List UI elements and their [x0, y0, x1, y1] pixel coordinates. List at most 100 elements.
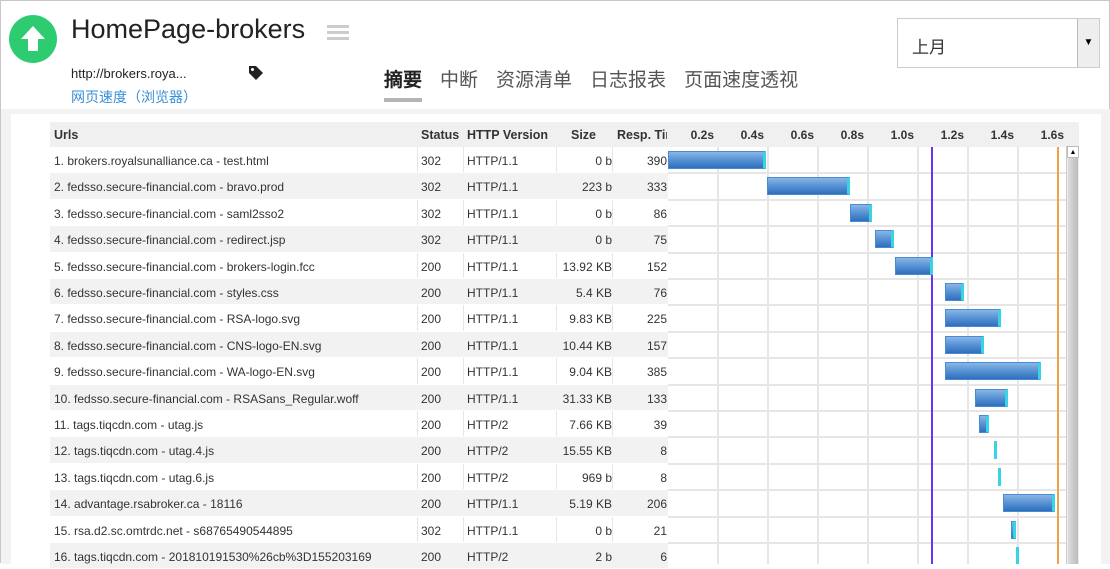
tab-log-report[interactable]: 日志报表 [590, 70, 667, 91]
time-gridline [867, 147, 869, 564]
table-row[interactable]: 3. fedsso.secure-financial.com - saml2ss… [50, 200, 668, 227]
timing-bar[interactable] [945, 283, 964, 301]
table-row[interactable]: 6. fedsso.secure-financial.com - styles.… [50, 279, 668, 306]
url-cell: 10. fedsso.secure-financial.com - RSASan… [54, 391, 359, 406]
waterfall-chart: 0.2s 0.4s 0.6s 0.8s 1.0s 1.2s 1.4s 1.6s [668, 122, 1066, 564]
http-version-cell: HTTP/1.1 [467, 523, 519, 538]
scrollbar[interactable]: ▲ [1066, 146, 1079, 564]
dom-loaded-marker [931, 147, 933, 564]
table-row[interactable]: 14. advantage.rsabroker.ca - 18116 200 HTT… [50, 490, 668, 517]
timing-bar[interactable] [975, 388, 1009, 407]
http-version-cell: HTTP/1.1 [467, 180, 519, 195]
timing-bar[interactable] [668, 151, 766, 169]
size-cell: 0 b [595, 233, 612, 248]
period-select[interactable]: 上月 ▼ [897, 18, 1100, 68]
time-tick-label: 0.2s [690, 128, 714, 142]
col-http[interactable]: HTTP Version [467, 128, 549, 142]
url-cell: 6. fedsso.secure-financial.com - styles.… [54, 286, 279, 300]
time-tick-label: 1.4s [990, 128, 1014, 142]
col-status[interactable]: Status [421, 128, 460, 142]
scroll-thumb[interactable] [1068, 158, 1078, 564]
tab-outages[interactable]: 中断 [440, 70, 479, 91]
tag-icon[interactable] [248, 65, 264, 86]
time-tick-label: 1.6s [1040, 128, 1064, 142]
table-row[interactable]: 5. fedsso.secure-financial.com - brokers… [50, 253, 668, 279]
status-cell: 200 [421, 365, 442, 380]
table-row[interactable]: 8. fedsso.secure-financial.com - CNS-log… [50, 331, 668, 359]
status-cell: 200 [421, 418, 442, 432]
table-row[interactable]: 2. fedsso.secure-financial.com - bravo.p… [50, 173, 668, 200]
http-version-cell: HTTP/2 [467, 444, 509, 459]
col-urls[interactable]: Urls [54, 128, 79, 142]
chevron-down-icon[interactable]: ▼ [1077, 19, 1099, 67]
time-gridline [917, 147, 919, 564]
size-cell: 5.4 KB [575, 286, 612, 300]
tab-page-speed[interactable]: 页面速度透视 [684, 70, 799, 91]
timing-bar[interactable] [945, 362, 1042, 381]
timing-bar[interactable] [850, 203, 872, 222]
resp-time-cell: 86 [653, 206, 667, 221]
table-row[interactable]: 7. fedsso.secure-financial.com - RSA-log… [50, 305, 668, 332]
time-gridline [967, 147, 969, 564]
status-cell: 200 [421, 338, 442, 353]
timing-bar[interactable] [767, 177, 851, 196]
menu-icon[interactable] [327, 25, 349, 43]
status-up-icon [9, 15, 57, 63]
size-cell: 0 b [595, 206, 612, 221]
page-title: HomePage-brokers [71, 14, 306, 44]
table-row[interactable]: 1. brokers.royalsunalliance.ca - test.ht… [50, 147, 668, 174]
monitor-type-link[interactable]: 网页速度（浏览器） [71, 89, 197, 105]
tab-summary[interactable]: 摘要 [384, 65, 423, 102]
table-row[interactable]: 16. tags.tiqcdn.com - 201810191530%26cb%… [50, 543, 668, 569]
size-cell: 223 b [581, 180, 612, 195]
timing-bar[interactable] [1011, 520, 1017, 539]
timing-bar[interactable] [998, 467, 1001, 486]
http-version-cell: HTTP/1.1 [467, 312, 519, 327]
size-cell: 31.33 KB [562, 391, 612, 406]
timing-bar[interactable] [994, 441, 997, 460]
timing-bar[interactable] [945, 335, 985, 354]
size-cell: 13.92 KB [562, 259, 612, 274]
time-gridline [717, 147, 719, 564]
table-row[interactable]: 4. fedsso.secure-financial.com - redirec… [50, 226, 668, 253]
url-cell: 7. fedsso.secure-financial.com - RSA-log… [54, 312, 301, 327]
tab-inventory[interactable]: 资源清单 [496, 70, 573, 91]
table-row[interactable]: 13. tags.tiqcdn.com - utag.6.js 200 HTTP/2… [50, 464, 668, 491]
timing-bar[interactable] [979, 415, 989, 433]
resp-time-cell: 152 [646, 259, 667, 274]
timing-bar[interactable] [1016, 547, 1019, 564]
scroll-up-icon[interactable]: ▲ [1067, 146, 1079, 158]
time-gridline [1017, 147, 1019, 564]
time-tick-label: 0.8s [840, 128, 864, 142]
resp-time-cell: 390 [646, 154, 667, 168]
col-size[interactable]: Size [571, 128, 597, 142]
status-cell: 200 [421, 312, 442, 327]
time-gridline [767, 147, 769, 564]
size-cell: 7.66 KB [569, 418, 612, 432]
http-version-cell: HTTP/1.1 [467, 391, 519, 406]
status-cell: 302 [421, 523, 442, 538]
time-tick-label: 0.4s [740, 128, 764, 142]
col-resp[interactable]: Resp. Time [617, 128, 667, 142]
http-version-cell: HTTP/1.1 [467, 365, 519, 380]
time-tick-label: 1.2s [940, 128, 964, 142]
table-row[interactable]: 11. tags.tiqcdn.com - utag.js 200 HTTP/2 7.… [50, 411, 668, 438]
resp-time-cell: 39 [653, 418, 667, 432]
size-cell: 5.19 KB [569, 497, 612, 512]
time-gridline [817, 147, 819, 564]
timing-bar[interactable] [875, 230, 894, 249]
timing-bar[interactable] [945, 309, 1002, 328]
table-row[interactable]: 12. tags.tiqcdn.com - utag.4.js 200 HTTP/2… [50, 437, 668, 464]
timing-bar[interactable] [895, 256, 933, 275]
resp-time-cell: 21 [653, 523, 667, 538]
table-row[interactable]: 9. fedsso.secure-financial.com - WA-logo… [50, 358, 668, 385]
monitor-url: http://brokers.roya... [71, 66, 187, 81]
status-cell: 200 [421, 286, 442, 300]
table-row[interactable]: 10. fedsso.secure-financial.com - RSASan… [50, 384, 668, 411]
time-tick-label: 0.6s [790, 128, 814, 142]
url-cell: 11. tags.tiqcdn.com - utag.js [54, 418, 204, 432]
table-row[interactable]: 15. rsa.d2.sc.omtrdc.net - s687654905448… [50, 517, 668, 543]
timing-bar[interactable] [1003, 494, 1055, 513]
status-cell: 302 [421, 154, 442, 168]
http-version-cell: HTTP/2 [467, 418, 509, 432]
